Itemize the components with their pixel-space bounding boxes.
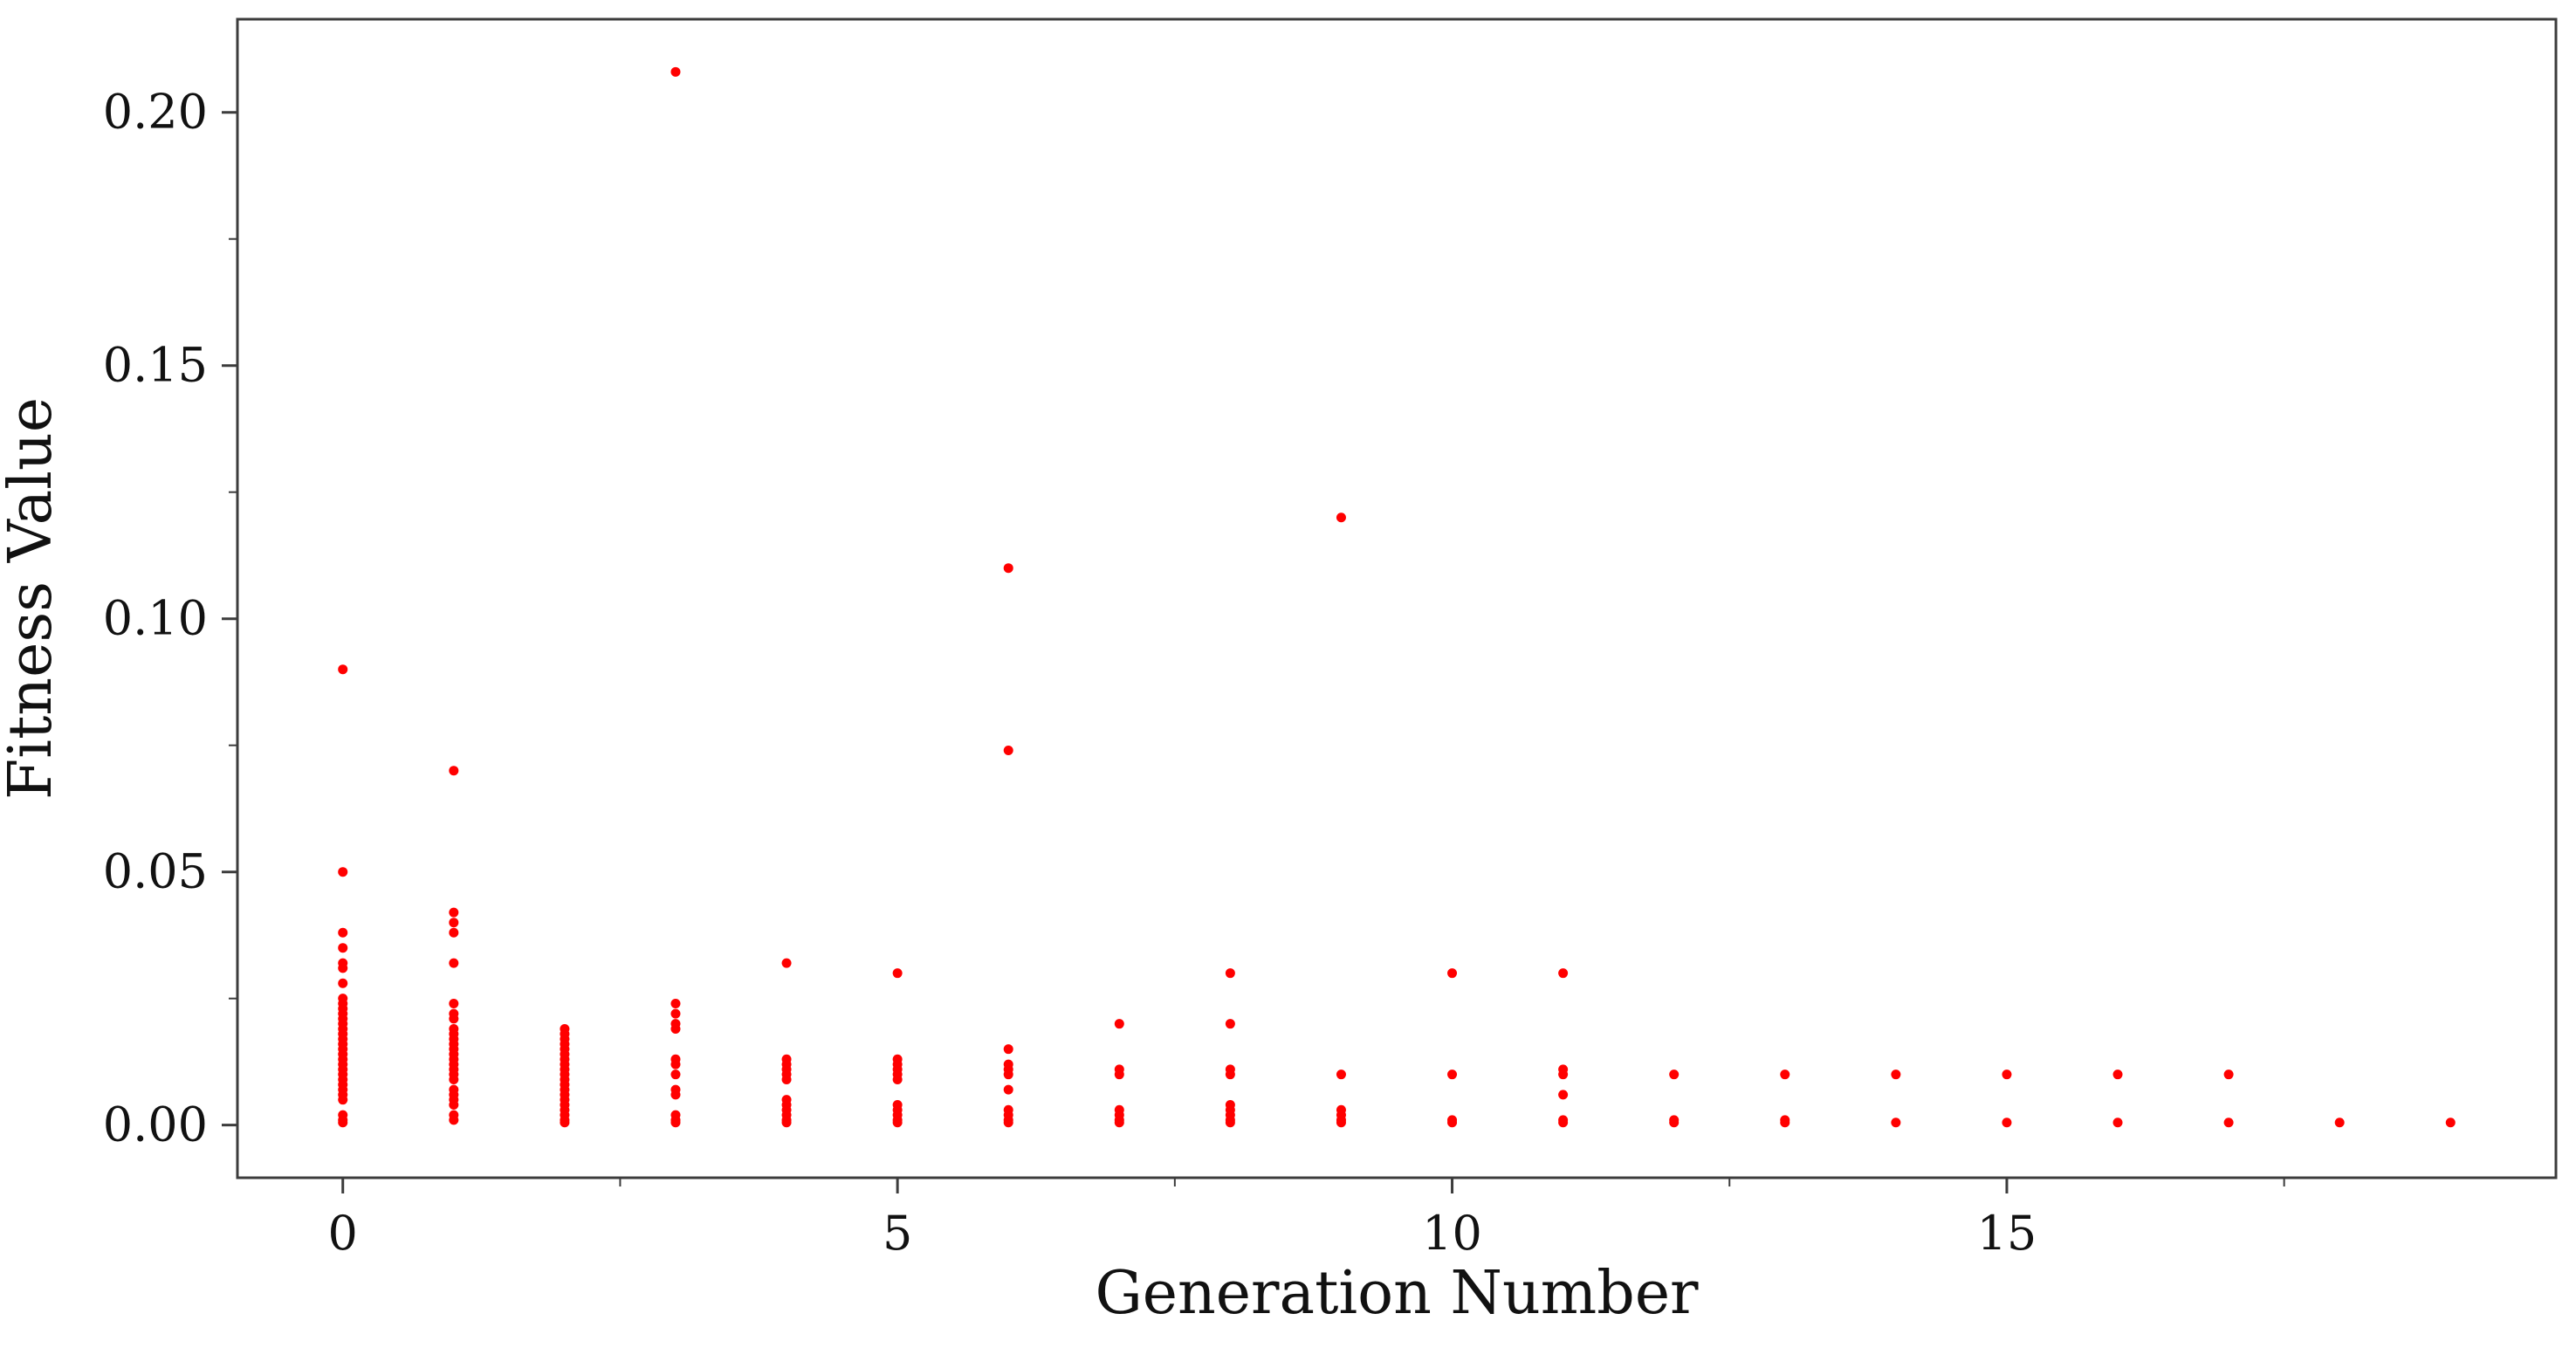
data-point [2223, 1069, 2234, 1080]
data-point [449, 918, 459, 928]
data-point [670, 1118, 681, 1128]
data-point [1558, 1069, 1569, 1080]
data-point [449, 998, 459, 1008]
data-point [1447, 1069, 1458, 1080]
data-point [2112, 1069, 2123, 1080]
data-point [2334, 1118, 2345, 1128]
data-point [1003, 1044, 1013, 1055]
data-point [2223, 1118, 2234, 1128]
data-point [670, 1090, 681, 1100]
data-point [449, 907, 459, 918]
data-point [560, 1118, 570, 1128]
data-point [670, 66, 681, 77]
data-point [670, 1023, 681, 1034]
x-axis-tick-label: 15 [1977, 1206, 2037, 1261]
data-point [892, 968, 903, 979]
data-point [1003, 1069, 1013, 1080]
x-axis-tick-label: 0 [328, 1206, 358, 1261]
data-point [781, 1118, 792, 1128]
data-point [1225, 968, 1235, 979]
plot-border [236, 17, 2558, 1180]
data-point [781, 1074, 792, 1084]
data-point [1558, 968, 1569, 979]
data-point [338, 664, 348, 675]
y-axis-tick-label: 0.10 [103, 591, 208, 646]
data-point [1336, 1069, 1346, 1080]
data-point [338, 1118, 348, 1128]
data-point [449, 958, 459, 968]
data-point [1003, 563, 1013, 574]
data-point [449, 1099, 459, 1110]
data-point [892, 1074, 903, 1084]
data-point [1225, 1118, 1235, 1128]
data-point [781, 958, 792, 968]
data-point [670, 998, 681, 1008]
data-point [2112, 1118, 2123, 1128]
data-point [1447, 968, 1458, 979]
y-axis-tick-label: 0.00 [103, 1097, 208, 1152]
x-axis-label: Generation Number [1095, 1259, 1699, 1328]
data-point [670, 1008, 681, 1019]
y-axis-tick-label: 0.15 [103, 338, 208, 393]
data-point [1003, 1118, 1013, 1128]
data-point [1669, 1118, 1680, 1128]
data-point [1336, 512, 1346, 523]
data-point [670, 1059, 681, 1069]
data-point [2002, 1118, 2012, 1128]
data-point [338, 927, 348, 938]
data-point [1003, 745, 1013, 755]
data-point [2002, 1069, 2012, 1080]
data-point [1780, 1069, 1790, 1080]
data-point [1336, 1118, 1346, 1128]
data-point [1558, 1118, 1569, 1128]
y-axis-tick-label: 0.05 [103, 844, 208, 899]
data-point [670, 1069, 681, 1080]
data-point [449, 1014, 459, 1024]
data-point [338, 1095, 348, 1105]
data-point [449, 1074, 459, 1084]
data-point [1891, 1069, 1901, 1080]
x-axis-tick-label: 5 [883, 1206, 912, 1261]
data-point [2445, 1118, 2456, 1128]
data-point [338, 867, 348, 877]
data-point [449, 766, 459, 776]
data-point [449, 927, 459, 938]
x-axis-tick-label: 10 [1422, 1206, 1482, 1261]
data-point [1447, 1118, 1458, 1128]
data-point [449, 1115, 459, 1125]
data-point [338, 943, 348, 953]
data-point [1225, 1069, 1235, 1080]
y-axis-label: Fitness Value [0, 397, 65, 800]
data-point [1225, 1019, 1235, 1029]
data-point [1558, 1090, 1569, 1100]
data-point [1669, 1069, 1680, 1080]
data-point [1114, 1019, 1124, 1029]
data-point [892, 1118, 903, 1128]
data-point [1780, 1118, 1790, 1128]
data-point [338, 978, 348, 988]
data-point [1891, 1118, 1901, 1128]
data-point [1003, 1084, 1013, 1095]
data-point [1114, 1069, 1124, 1080]
data-point [1114, 1118, 1124, 1128]
y-axis-tick-label: 0.20 [103, 85, 208, 140]
data-point [338, 963, 348, 973]
